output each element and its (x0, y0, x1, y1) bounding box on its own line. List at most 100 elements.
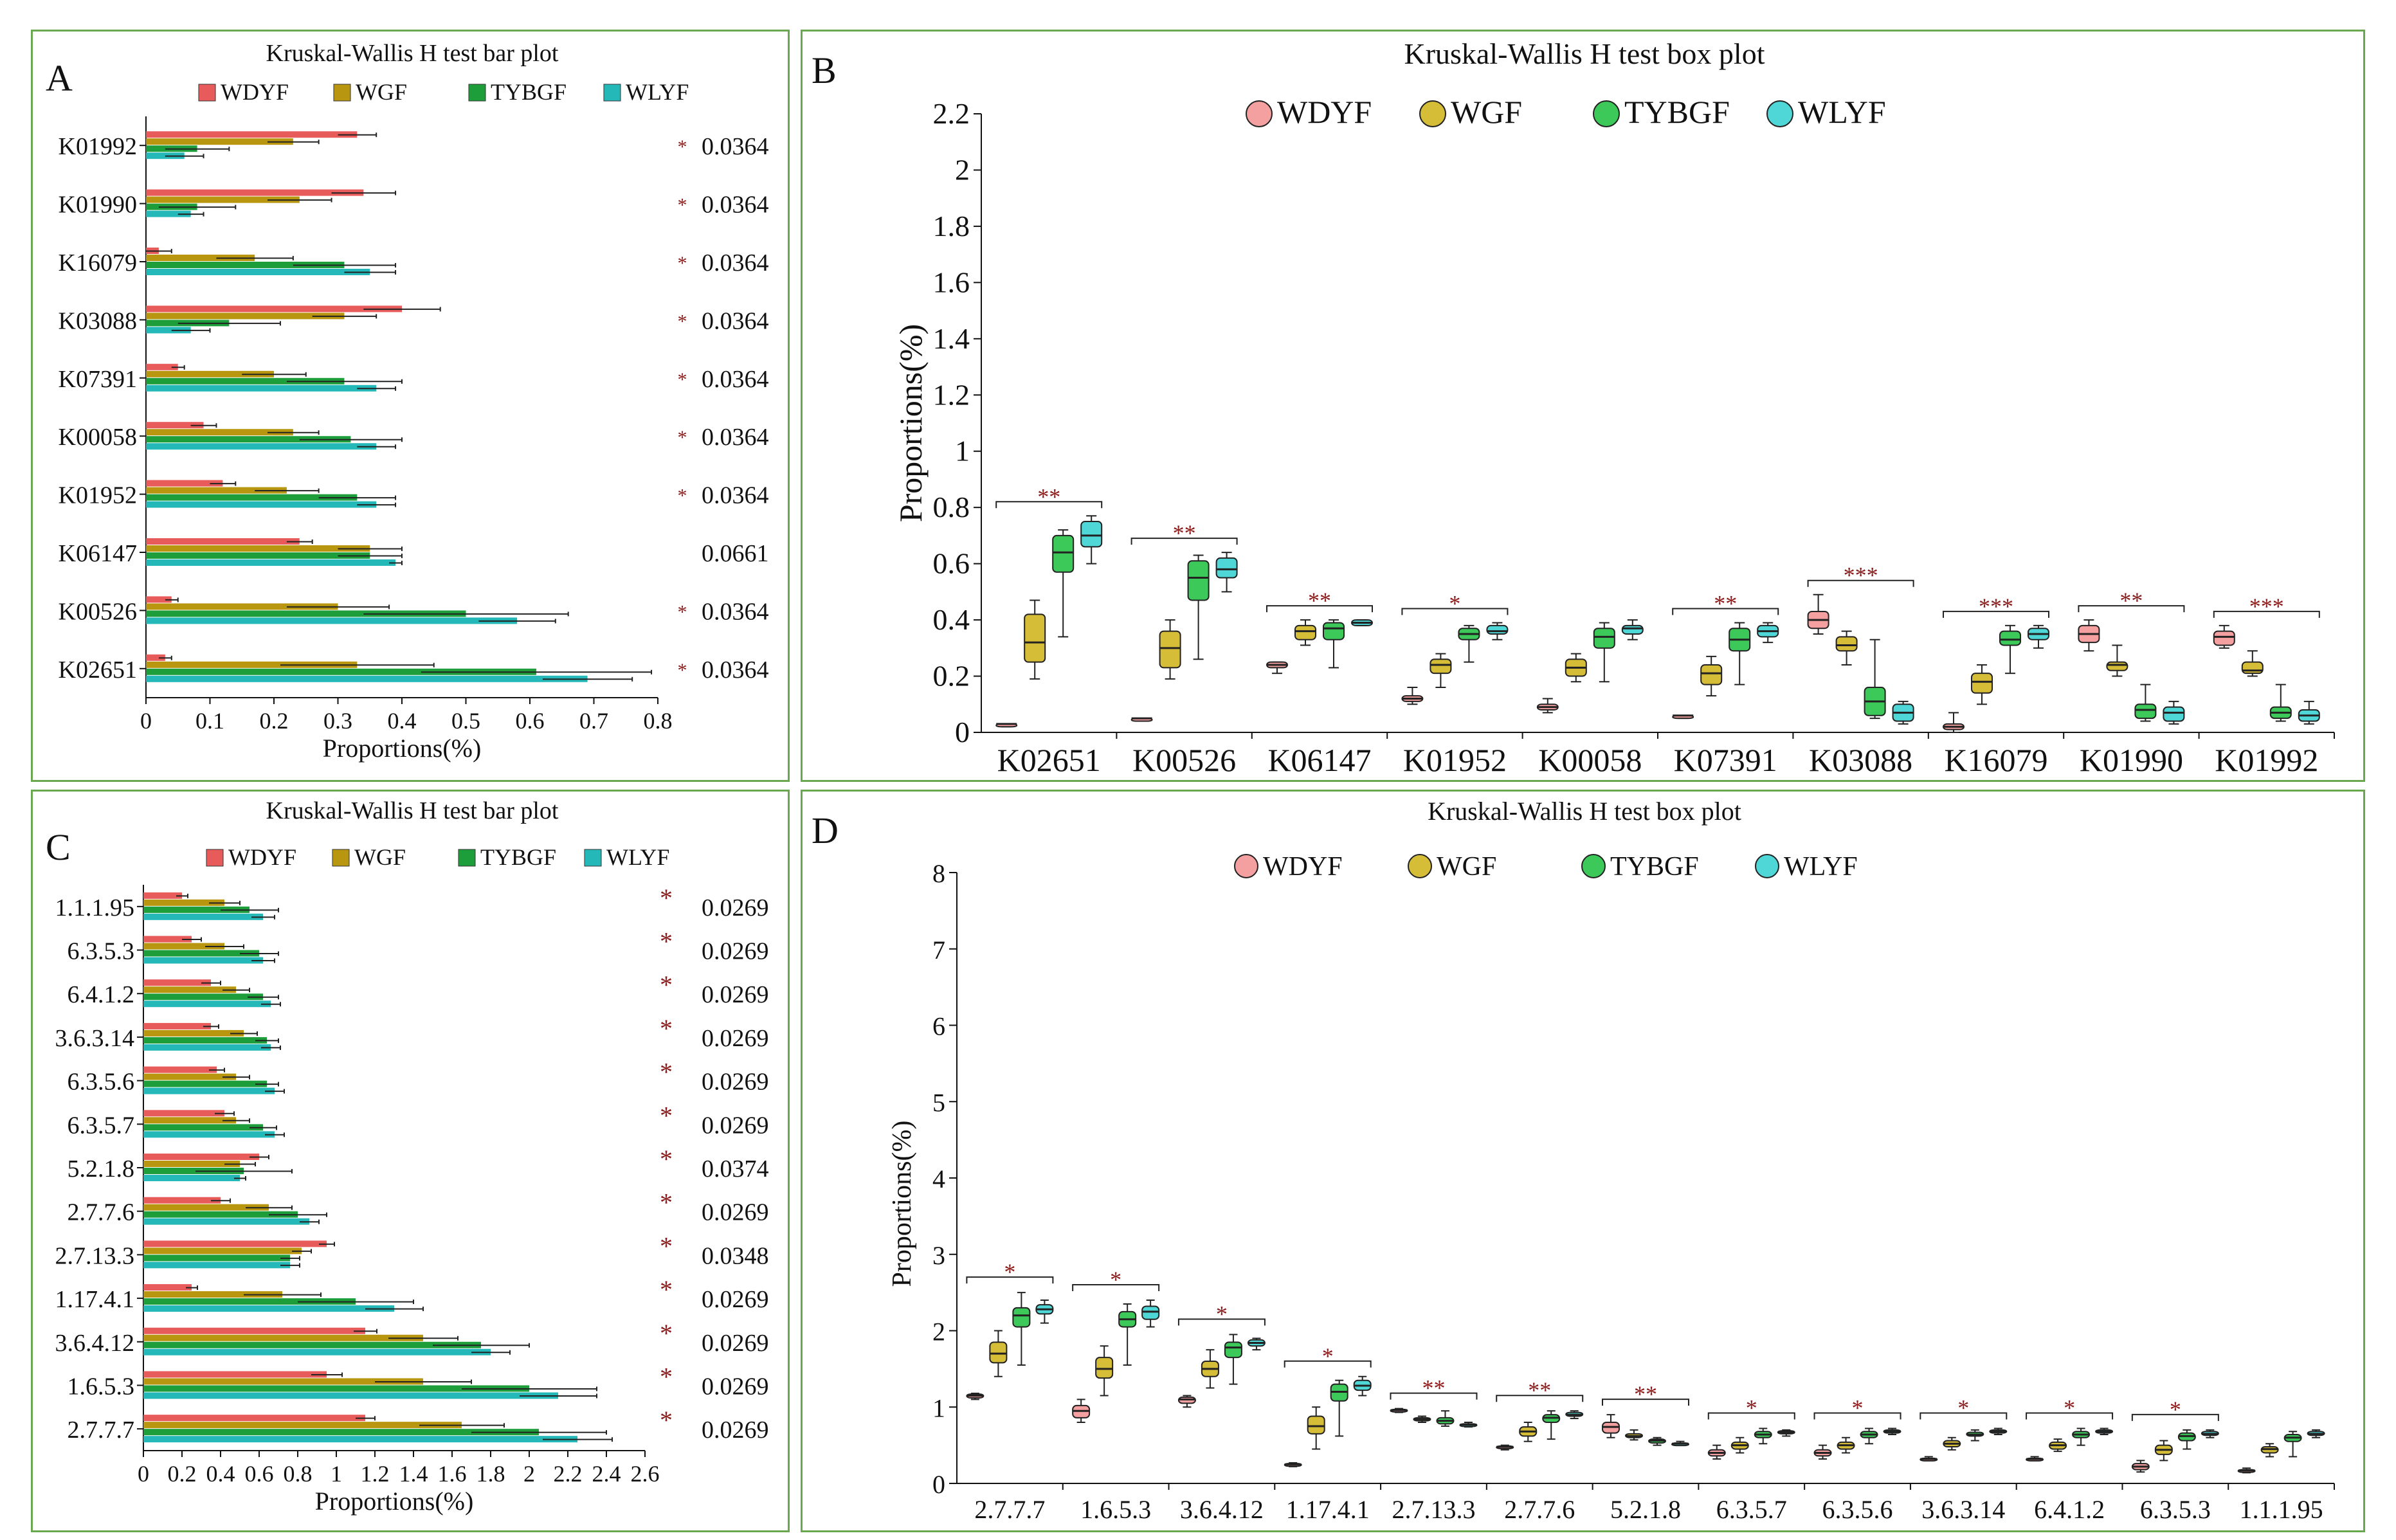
legend-marker-wlyf (1755, 854, 1779, 878)
x-category-label: K01990 (2080, 742, 2183, 778)
legend-marker-tybgf (1581, 854, 1606, 878)
x-tick-label: 1.6 (438, 1461, 467, 1487)
significance-star: * (660, 1231, 673, 1260)
legend-label-wlyf: WLYF (1784, 852, 1858, 882)
y-tick-label: 2 (932, 1318, 945, 1346)
x-tick-label: 2.6 (631, 1461, 660, 1487)
y-category-label: 3.6.3.14 (55, 1025, 135, 1052)
panel-d: Kruskal-Wallis H test box plot D WDYF WGF TY… (801, 790, 2365, 1532)
y-tick-label: 1.8 (933, 210, 970, 242)
x-axis-label: Proportions(%) (315, 1487, 474, 1516)
significance-star: * (660, 1275, 673, 1304)
significance-bracket (1707, 1412, 1795, 1420)
significance-bracket (1807, 579, 1914, 587)
panel-c: Kruskal-Wallis H test bar plot C WDYF WGF TY… (31, 790, 790, 1532)
panel-c-chart: Kruskal-Wallis H test bar plot C WDYF WGF TY… (46, 797, 769, 1516)
box-wgf (1429, 658, 1452, 675)
bar-wgf (143, 1161, 240, 1167)
x-tick-label: 0.6 (245, 1461, 274, 1487)
box-wdyf (2213, 630, 2235, 646)
panel-letter: A (46, 57, 73, 99)
p-value: 0.0269 (702, 1373, 769, 1400)
box-tybgf (1052, 534, 1075, 573)
significance-star: ** (1528, 1377, 1551, 1403)
p-value: 0.0269 (702, 938, 769, 965)
box-wgf (1307, 1415, 1325, 1435)
y-tick-label: 0 (955, 716, 970, 748)
y-tick-label: 5 (932, 1088, 945, 1117)
bar-wgf (143, 1029, 244, 1037)
y-tick-label: 2.2 (933, 97, 970, 130)
y-category-label: 6.3.5.6 (68, 1069, 135, 1096)
significance-bracket (1401, 608, 1509, 615)
y-category-label: K16079 (59, 249, 137, 276)
bar-tybgf (143, 1168, 244, 1174)
y-tick-label: 0.4 (933, 603, 970, 636)
bar-wdyf (146, 538, 300, 545)
p-value: 0.0269 (702, 1286, 769, 1313)
p-value: 0.0364 (702, 307, 769, 334)
bar-tybgf (143, 1211, 298, 1218)
x-tick-label: 2.4 (592, 1461, 621, 1487)
bar-wdyf (146, 189, 364, 196)
bar-wdyf (143, 1110, 224, 1117)
y-category-label: K07391 (59, 366, 137, 393)
bar-wdyf (143, 979, 211, 986)
y-category-label: 6.3.5.7 (68, 1112, 135, 1139)
x-category-label: 1.17.4.1 (1286, 1495, 1370, 1524)
bar-tybgf (143, 1255, 290, 1262)
chart-title: Kruskal-Wallis H test bar plot (266, 40, 559, 67)
bar-wlyf (146, 385, 377, 392)
bar-wlyf (146, 501, 377, 508)
x-category-label: 6.3.5.7 (1716, 1495, 1787, 1524)
significance-star: * (660, 1406, 673, 1435)
bar-wlyf (143, 1392, 558, 1399)
p-value: 0.0364 (702, 482, 769, 509)
x-tick-label: 2.2 (554, 1461, 583, 1487)
significance-star: *** (2249, 593, 2284, 619)
box-wgf (1024, 613, 1046, 663)
significance-bracket (2213, 610, 2320, 618)
legend-label-wlyf: WLYF (626, 79, 689, 105)
significance-bracket (1390, 1392, 1478, 1400)
significance-bracket (1072, 1284, 1160, 1291)
p-value: 0.0269 (702, 1330, 769, 1357)
bar-tybgf (146, 377, 345, 385)
legend-marker-wdyf (1234, 854, 1258, 878)
bar-wgf (143, 899, 224, 906)
bar-wgf (143, 1334, 423, 1341)
bar-wgf (146, 487, 287, 494)
legend-label-tybgf: TYBGF (491, 79, 567, 105)
legend-marker-wgf (1419, 100, 1446, 127)
bar-tybgf (143, 950, 259, 957)
box-wgf (1835, 636, 1858, 652)
y-category-label: K00058 (59, 424, 137, 451)
bar-wdyf (146, 131, 358, 138)
bar-wdyf (143, 1284, 192, 1291)
x-category-label: K01952 (1403, 742, 1507, 778)
significance-star: * (678, 427, 687, 448)
legend-label-wlyf: WLYF (606, 844, 669, 870)
bar-wgf (143, 986, 236, 993)
bar-wgf (143, 1378, 423, 1385)
x-category-label: 3.6.3.14 (1921, 1495, 2005, 1524)
significance-bracket (1943, 610, 2049, 618)
y-tick-label: 0 (932, 1470, 945, 1499)
y-tick-label: 1.6 (933, 266, 970, 298)
legend-swatch-wgf (332, 849, 350, 867)
legend-label-tybgf: TYBGF (1610, 852, 1699, 882)
box-wgf (1700, 664, 1723, 685)
p-value: 0.0348 (702, 1242, 769, 1269)
significance-star: ** (2119, 588, 2143, 613)
y-category-label: K03088 (59, 307, 137, 334)
significance-bracket (1496, 1395, 1584, 1402)
significance-bracket (2078, 605, 2185, 613)
y-category-label: 2.7.7.6 (68, 1199, 135, 1226)
y-axis-label: Proportions(%) (887, 1121, 917, 1287)
bar-tybgf (146, 668, 536, 675)
box-tybgf (1012, 1307, 1031, 1328)
bar-wgf (146, 138, 293, 145)
y-category-label: 1.6.5.3 (68, 1373, 135, 1400)
legend-marker-tybgf (1593, 100, 1620, 127)
y-category-label: K02651 (59, 657, 137, 684)
